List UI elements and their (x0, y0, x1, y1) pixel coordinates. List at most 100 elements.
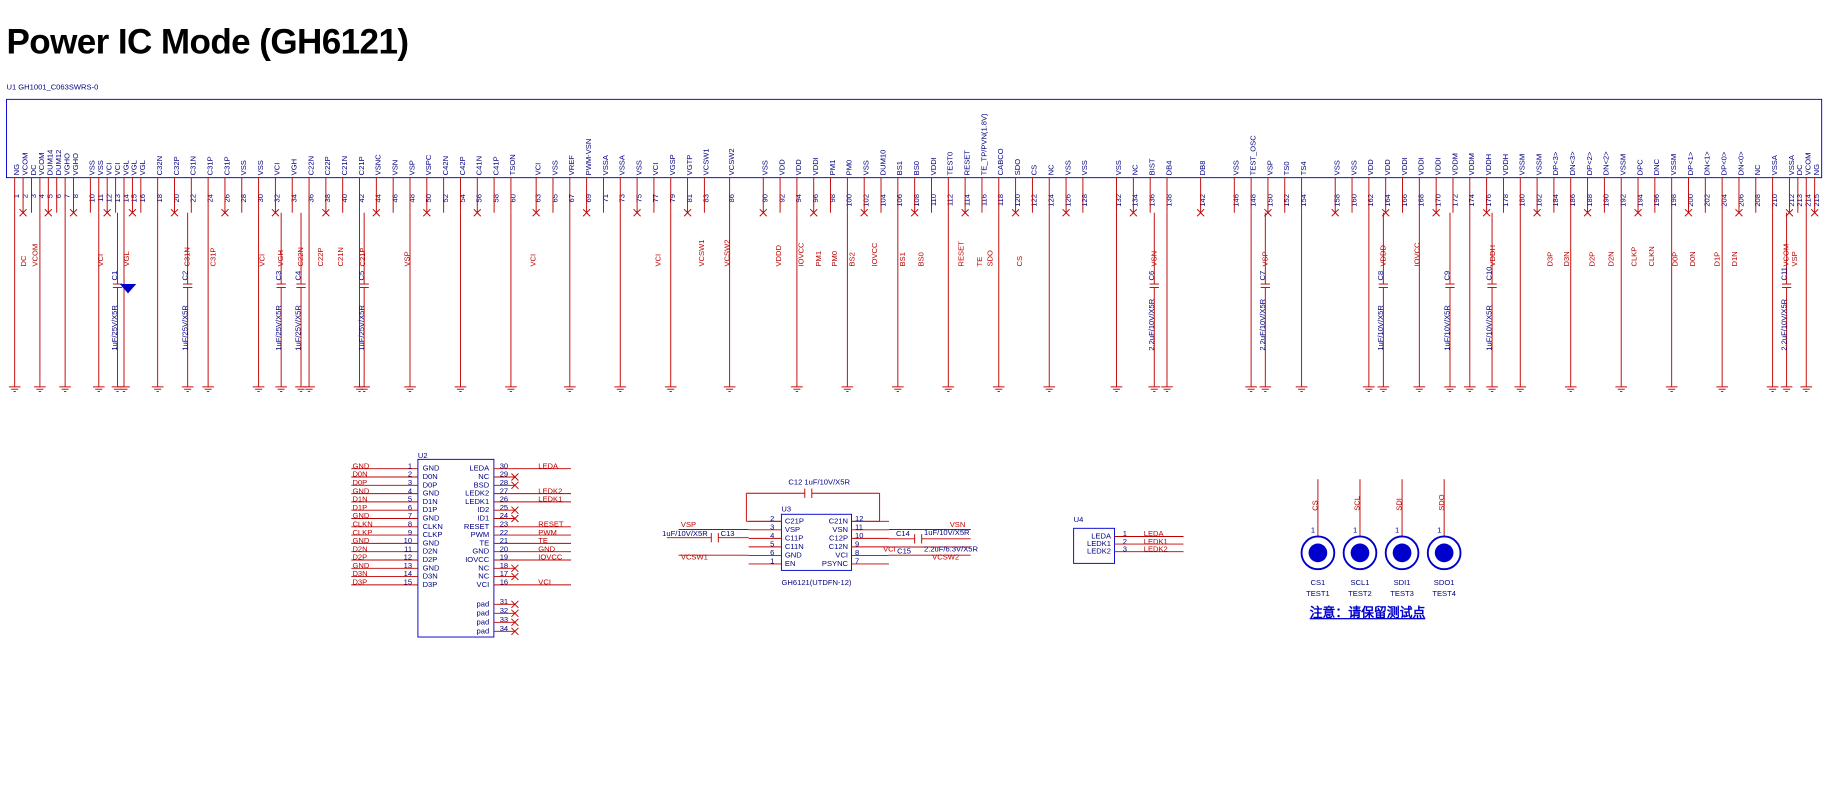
u2-net: D2P (352, 553, 367, 562)
u1-pin-num: 215 (1812, 194, 1821, 207)
u4-pin-num: 3 (1123, 544, 1127, 553)
net-label: BS0 (917, 252, 926, 266)
u1-pin-num: 170 (1433, 194, 1442, 207)
cap-value: 1uF/25V/X5R (274, 305, 283, 351)
u1-pin-name: VDDI (929, 157, 938, 175)
u1-pin-name: VSS (550, 160, 559, 175)
net-label: D0N (1688, 251, 1697, 266)
u1-pin-name: VSSM (1534, 154, 1543, 175)
wire (511, 481, 519, 490)
wire (1583, 208, 1592, 217)
u1-pin-name: TE_TP/PVN(1.8V) (979, 113, 988, 175)
u2-pin-num: 22 (500, 528, 508, 537)
u1-pin-num: 63 (533, 194, 542, 202)
wire (910, 208, 919, 217)
u1-pin-num: 50 (424, 194, 433, 202)
net-label: VCSW2 (723, 240, 732, 267)
u2-pin-num: 30 (500, 461, 508, 470)
u1-pin-num: 71 (601, 194, 610, 202)
u2-pin-name: GND (423, 489, 440, 498)
tp-pin: 1 (1437, 526, 1441, 535)
wire (221, 208, 229, 217)
u1-pin-num: 114 (962, 194, 971, 206)
u2-net: D2N (352, 544, 367, 553)
wire (1482, 208, 1491, 217)
u1-pin-num: 11 (96, 194, 105, 202)
u3-pin-num: 1 (770, 557, 774, 566)
cap-value: 1uF/25V/X5R (180, 305, 189, 351)
u1-pin-name: TEST0 (946, 152, 955, 176)
u3-cap: C15 (897, 547, 911, 556)
u2-pin-name: pad (477, 626, 490, 635)
u2-pin-name: NC (478, 572, 489, 581)
u1-pin-name: VSS (1232, 160, 1241, 175)
cap-value: 2.2uF/10V/X5R (1779, 298, 1788, 350)
u1-pin-num: 65 (550, 194, 559, 202)
test-point (1384, 535, 1420, 571)
u1-pin-name: DP<2> (1585, 151, 1594, 175)
wire (1196, 208, 1205, 217)
u1-pin-num: 214 (1804, 194, 1813, 207)
cap-ref: C9 (1443, 271, 1452, 281)
net-label: VCI (529, 254, 538, 267)
u1-pin-name: PM0 (845, 160, 854, 176)
u1-pin-num: 46 (391, 194, 400, 202)
u1-pin-num: 42 (357, 194, 366, 202)
u1-pin-num: 174 (1467, 194, 1476, 207)
u2-pin-num: 12 (404, 553, 412, 562)
u1-pin-name: VCOM (37, 153, 46, 176)
u1-pin-name: VSP (1265, 160, 1274, 175)
u2-pin-num: 15 (404, 578, 412, 587)
wire (1785, 208, 1794, 217)
u1-pin-num: 142 (1198, 194, 1207, 207)
u2-pin-num: 14 (404, 569, 412, 578)
u1-pin-num: 210 (1770, 194, 1779, 207)
diode (119, 284, 137, 294)
u1-pin-num: 196 (1652, 194, 1661, 207)
u1-pin-num: 14 (121, 194, 130, 202)
net-label: C31N (183, 247, 192, 266)
u1-pin-num: 56 (475, 194, 484, 202)
u1-pin-num: 150 (1265, 194, 1274, 207)
u1-pin-num: 81 (685, 194, 694, 202)
tp-net: SCL (1353, 496, 1362, 511)
u1-pin-name: SDO (1013, 159, 1022, 176)
wire (422, 208, 431, 217)
wire (170, 208, 179, 217)
wire (1533, 208, 1541, 217)
u1-pin-num: 176 (1484, 194, 1493, 207)
u1-pin-name: VDDH (1501, 154, 1510, 175)
u1-pin-num: 154 (1299, 194, 1308, 207)
u2-pin-num: 1 (408, 461, 412, 470)
u2-ref: U2 (418, 451, 428, 460)
tp-pin: 1 (1353, 526, 1357, 535)
u1-pin-num: 6 (54, 194, 63, 198)
u1-pin-name: VSSM (1518, 154, 1527, 175)
u3-cap: 2.2uF/6.3V/X5R (924, 544, 978, 553)
u2-pin-name: PWM (471, 530, 490, 539)
u2-pin-name: D2P (423, 555, 438, 564)
u1-pin-num: 152 (1282, 194, 1291, 207)
u1-pin-name: DN<0> (1736, 151, 1745, 176)
u1-pin-num: 110 (929, 194, 938, 206)
u1-pin-num: 7 (62, 194, 71, 198)
net-label: PM1 (814, 251, 823, 267)
u1-pin-num: 54 (458, 194, 467, 202)
tp-ref: CS1 (1311, 578, 1326, 587)
net-label: IOVCC (796, 242, 805, 267)
u2-pin-name: GND (423, 563, 440, 572)
u1-pin-name: CABCO (996, 148, 1005, 175)
u2-pin-name: D0P (423, 480, 438, 489)
u1-pin-name: C42N (441, 156, 450, 175)
wire (1735, 208, 1743, 217)
u2-pin-num: 32 (500, 606, 508, 615)
u2-pin-name: D1N (423, 497, 438, 506)
u1-pin-name: VSS (634, 160, 643, 175)
u2-pin-num: 11 (404, 544, 412, 553)
test-point-dot (1308, 543, 1328, 563)
u1-pin-num: 92 (777, 194, 786, 202)
net-label: D2N (1606, 251, 1615, 266)
u1-pin-num: 184 (1551, 194, 1560, 207)
u2-pin-num: 33 (500, 615, 508, 624)
u2-pin-name: GND (423, 513, 440, 522)
